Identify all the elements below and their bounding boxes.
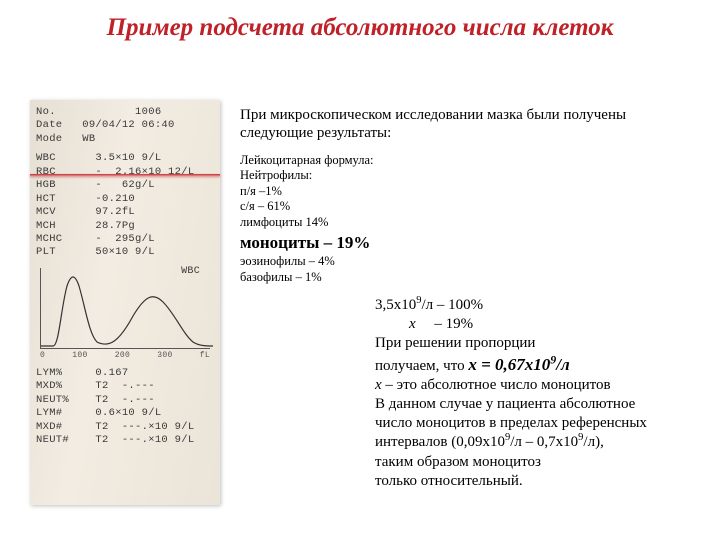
leukocyte-formula: Лейкоцитарная формула: Нейтрофилы:п/я –1… bbox=[240, 153, 700, 286]
receipt-row-mxd: MXD# T2 ---.×10 9/L bbox=[36, 421, 214, 434]
receipt-row-mch: MCH 28.7Pg bbox=[36, 220, 214, 233]
receipt-date: Date 09/04/12 06:40 bbox=[36, 119, 214, 132]
xtick: 300 bbox=[157, 351, 172, 361]
wbc-histogram: WBC bbox=[40, 268, 210, 349]
receipt-mode: Mode WB bbox=[36, 133, 214, 146]
receipt-row-lym: LYM# 0.6×10 9/L bbox=[36, 407, 214, 420]
receipt-row-plt: PLT 50×10 9/L bbox=[36, 246, 214, 259]
monocyte-highlight: моноциты – 19% bbox=[240, 232, 700, 253]
calc-line-6: В данном случае у пациента абсолютное bbox=[375, 395, 710, 414]
formula-line: эозинофилы – 4% bbox=[240, 254, 700, 270]
receipt-row-rbc: RBC - 2.16×10 12/L bbox=[36, 166, 214, 179]
slide-title: Пример подсчета абсолютного числа клеток bbox=[0, 0, 720, 47]
receipt-row-mcv: MCV 97.2fL bbox=[36, 206, 214, 219]
xtick: 0 bbox=[40, 351, 45, 361]
xtick: fL bbox=[200, 351, 210, 361]
receipt-no: No. 1006 bbox=[36, 106, 214, 119]
formula-line: лимфоциты 14% bbox=[240, 215, 700, 231]
receipt-row-lym: LYM% 0.167 bbox=[36, 367, 214, 380]
receipt-row-hct: HCT -0.210 bbox=[36, 193, 214, 206]
receipt-row-neut: NEUT# T2 ---.×10 9/L bbox=[36, 434, 214, 447]
formula-heading: Лейкоцитарная формула: bbox=[240, 153, 700, 169]
formula-line: с/я – 61% bbox=[240, 199, 700, 215]
receipt-row-neut: NEUT% T2 -.--- bbox=[36, 394, 214, 407]
receipt-row-hgb: HGB - 62g/L bbox=[36, 179, 214, 192]
receipt-row-wbc: WBC 3.5×10 9/L bbox=[36, 152, 214, 165]
calculation-block: 3,5х109/л – 100% x – 19% При решении про… bbox=[375, 296, 710, 491]
description-column: При микроскопическом исследовании мазка … bbox=[240, 106, 700, 285]
formula-line: базофилы – 1% bbox=[240, 270, 700, 286]
formula-line: п/я –1% bbox=[240, 184, 700, 200]
intro-text: При микроскопическом исследовании мазка … bbox=[240, 106, 700, 143]
receipt-row-mchc: MCHC - 295g/L bbox=[36, 233, 214, 246]
calc-line-10: только относительный. bbox=[375, 472, 710, 491]
formula-line: Нейтрофилы: bbox=[240, 168, 700, 184]
calc-line-5: x – это абсолютное число моноцитов bbox=[375, 376, 710, 395]
calc-line-4: получаем, что x = 0,67х109/л bbox=[375, 354, 710, 376]
calc-line-1: 3,5х109/л – 100% bbox=[375, 296, 710, 315]
calc-line-8: интервалов (0,09х109/л – 0,7х109/л), bbox=[375, 433, 710, 452]
xtick: 200 bbox=[115, 351, 130, 361]
xtick: 100 bbox=[72, 351, 87, 361]
red-underline bbox=[30, 174, 220, 176]
calc-line-2: x – 19% bbox=[375, 315, 710, 334]
lab-printout: No. 1006 Date 09/04/12 06:40 Mode WB WBC… bbox=[30, 100, 220, 505]
calc-line-3: При решении пропорции bbox=[375, 334, 710, 353]
wbc-xticks: 0 100 200 300 fL bbox=[36, 351, 214, 361]
receipt-row-mxd: MXD% T2 -.--- bbox=[36, 380, 214, 393]
calc-line-7: число моноцитов в пределах референсных bbox=[375, 414, 710, 433]
calc-line-9: таким образом моноцитоз bbox=[375, 453, 710, 472]
